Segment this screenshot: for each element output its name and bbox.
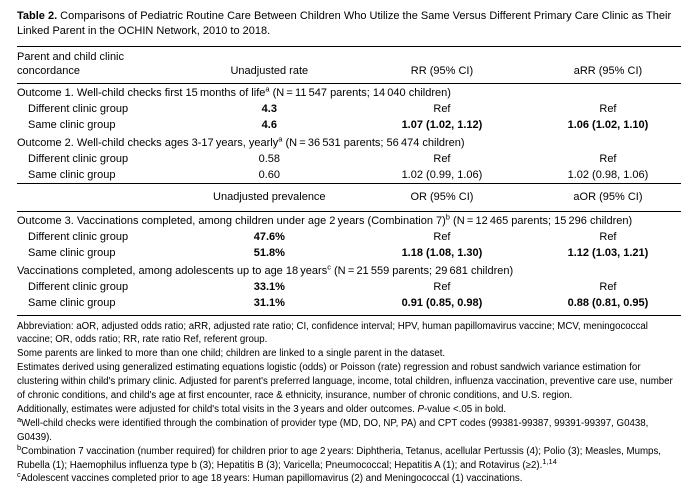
arr-value: 1.06 (1.02, 1.10)	[567, 119, 649, 131]
or-value: Ref	[433, 231, 451, 243]
section-heading-n: (N = 36 531 parents; 56 474 children)	[282, 136, 465, 149]
row-label: Same clinic group	[17, 295, 190, 316]
footnote-a-marker: a	[17, 414, 22, 424]
section-heading-adolescent-vaccines: Vaccinations completed, among adolescent…	[17, 262, 681, 280]
section-heading-text: Outcome 2. Well-child checks ages 3-17 y…	[17, 136, 279, 149]
footnotes: Abbreviation: aOR, adjusted odds ratio; …	[17, 320, 681, 487]
col-header-rr: RR (95% CI)	[348, 46, 535, 84]
mid-header-spacer	[17, 183, 190, 212]
footnote-b-text: Combination 7 vaccination (number requir…	[17, 445, 661, 471]
unadjusted-rate-value: 4.3	[261, 103, 277, 115]
section-heading-n: (N = 12 465 parents; 15 296 children)	[449, 215, 633, 227]
row-outcome2-different-clinic: Different clinic group 0.58 Ref Ref	[17, 151, 681, 167]
footnote-additionally: Additionally, estimates were adjusted fo…	[17, 403, 681, 417]
row-outcome3-different-clinic: Different clinic group 47.6% Ref Ref	[17, 230, 681, 246]
footnote-marker-a: a	[278, 133, 283, 143]
arr-value: Ref	[599, 103, 617, 115]
section-heading-text: Outcome 1. Well-child checks first 15 mo…	[17, 87, 266, 99]
row-label: Different clinic group	[28, 280, 129, 293]
row-outcome3-same-clinic: Same clinic group 51.8% 1.18 (1.08, 1.30…	[17, 246, 681, 262]
footnote-c-marker: c	[17, 470, 21, 480]
unadjusted-prevalence-value: 31.1%	[189, 295, 349, 316]
unadjusted-prevalence-value: 47.6%	[253, 231, 285, 243]
footnote-marker-c: c	[327, 261, 331, 271]
footnote-c-text: Adolescent vaccines completed prior to a…	[20, 473, 523, 485]
col-header-arr: aRR (95% CI)	[534, 46, 681, 84]
row-label: Different clinic group	[28, 231, 129, 243]
arr-value: Ref	[599, 152, 617, 165]
row-label: Same clinic group	[28, 247, 116, 259]
footnote-marker-a: a	[265, 84, 270, 94]
footnote-b-citation: 1,14	[542, 456, 557, 466]
section-heading-outcome-3: Outcome 3. Vaccinations completed, among…	[17, 212, 681, 230]
col-header-aor: aOR (95% CI)	[534, 183, 681, 212]
rr-value: Ref	[433, 152, 451, 165]
pvalue-text: -value <.05 in bold.	[423, 403, 507, 415]
top-header-row: Parent and child clinic concordance Unad…	[17, 46, 681, 84]
or-value: Ref	[433, 280, 451, 293]
col-header-or: OR (95% CI)	[348, 183, 535, 212]
footnote-additionally-text: Additionally, estimates were adjusted fo…	[17, 403, 418, 415]
aor-value: Ref	[599, 231, 617, 243]
or-value: 1.18 (1.08, 1.30)	[401, 247, 483, 259]
footnote-marker-b: b	[445, 212, 450, 222]
section-heading-outcome-1: Outcome 1. Well-child checks first 15 mo…	[17, 84, 681, 102]
footnote-a-text: Well-child checks were identified throug…	[17, 417, 649, 443]
table-number-label: Table 2.	[17, 10, 58, 22]
row-outcome1-same-clinic: Same clinic group 4.6 1.07 (1.02, 1.12) …	[17, 118, 681, 134]
aor-value: Ref	[599, 280, 617, 293]
pvalue-italic-p: P	[417, 403, 424, 415]
col-header-unadjusted-rate: Unadjusted rate	[189, 46, 349, 84]
aor-value: 1.12 (1.03, 1.21)	[567, 247, 649, 259]
row-label: Same clinic group	[28, 168, 116, 181]
footnote-a: aWell-child checks were identified throu…	[17, 414, 681, 445]
section-heading-n: (N = 11 547 parents; 14 040 children)	[269, 87, 451, 99]
footnote-b: bCombination 7 vaccination (number requi…	[17, 442, 681, 473]
footnote-abbreviations: Abbreviation: aOR, adjusted odds ratio; …	[17, 320, 648, 346]
row-label: Same clinic group	[28, 119, 116, 131]
unadjusted-rate-value: 4.6	[261, 119, 277, 131]
unadjusted-rate-value: 0.58	[258, 152, 281, 165]
arr-value: 1.02 (0.98, 1.06)	[567, 168, 649, 181]
table-title-text: Comparisons of Pediatric Routine Care Be…	[17, 10, 672, 37]
row-outcome2-same-clinic: Same clinic group 0.60 1.02 (0.99, 1.06)…	[17, 167, 681, 184]
section-heading-outcome-2: Outcome 2. Well-child checks ages 3-17 y…	[17, 134, 681, 152]
aor-value: 0.88 (0.81, 0.95)	[534, 295, 681, 316]
comparison-table: Parent and child clinic concordance Unad…	[17, 46, 681, 316]
row-label: Different clinic group	[28, 103, 129, 115]
col-header-concordance: Parent and child clinic concordance	[17, 46, 190, 84]
row-outcome1-different-clinic: Different clinic group 4.3 Ref Ref	[17, 102, 681, 118]
row-label: Different clinic group	[28, 152, 129, 165]
unadjusted-prevalence-value: 51.8%	[253, 247, 285, 259]
mid-header-row: Unadjusted prevalence OR (95% CI) aOR (9…	[17, 183, 681, 212]
rr-value: Ref	[433, 103, 451, 115]
unadjusted-rate-value: 0.60	[258, 168, 281, 181]
footnote-b-marker: b	[17, 442, 22, 452]
or-value: 0.91 (0.85, 0.98)	[348, 295, 535, 316]
table-title: Table 2. Comparisons of Pediatric Routine…	[17, 9, 681, 39]
row-adolescent-same-clinic: Same clinic group 31.1% 0.91 (0.85, 0.98…	[17, 295, 681, 316]
rr-value: 1.02 (0.99, 1.06)	[401, 168, 483, 181]
unadjusted-prevalence-value: 33.1%	[253, 280, 285, 293]
rr-value: 1.07 (1.02, 1.12)	[401, 119, 483, 131]
row-adolescent-different-clinic: Different clinic group 33.1% Ref Ref	[17, 279, 681, 295]
footnote-c: cAdolescent vaccines completed prior to …	[17, 470, 681, 486]
col-header-unadjusted-prevalence: Unadjusted prevalence	[189, 183, 349, 212]
section-heading-n: (N = 21 559 parents; 29 681 children)	[330, 264, 514, 277]
footnote-estimates: Estimates derived using generalized esti…	[17, 362, 673, 402]
footnote-parents-linkage: Some parents are linked to more than one…	[17, 348, 446, 360]
section-heading-text: Outcome 3. Vaccinations completed, among…	[17, 215, 446, 227]
section-heading-text: Vaccinations completed, among adolescent…	[17, 264, 328, 277]
